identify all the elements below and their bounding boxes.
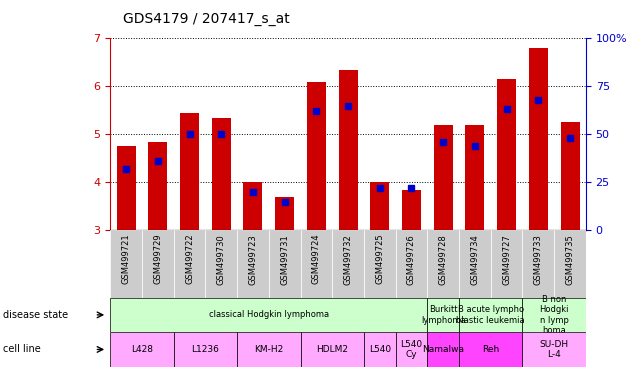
Bar [364,230,396,298]
Text: classical Hodgkin lymphoma: classical Hodgkin lymphoma [209,310,329,319]
Text: L540
Cy: L540 Cy [401,340,423,359]
Text: L1236: L1236 [192,345,219,354]
Text: cell line: cell line [3,344,41,354]
Bar [427,332,459,367]
Text: Reh: Reh [482,345,500,354]
Bar [427,298,459,332]
Text: GSM499726: GSM499726 [407,234,416,285]
Text: L540: L540 [369,345,391,354]
Bar [459,298,522,332]
Bar [212,118,231,230]
Bar [243,182,263,230]
Text: L428: L428 [131,345,153,354]
Text: GSM499732: GSM499732 [343,234,353,285]
Text: KM-H2: KM-H2 [254,345,284,354]
Text: GSM499734: GSM499734 [471,234,479,285]
Bar [110,298,427,332]
Bar [497,79,516,230]
Bar [174,230,205,298]
Bar [427,230,459,298]
Text: GSM499723: GSM499723 [248,234,258,285]
Bar [148,142,168,230]
Bar [370,182,389,230]
Bar [522,230,554,298]
Bar [110,230,142,298]
Text: GSM499731: GSM499731 [280,234,289,285]
Bar [117,146,135,230]
Bar [459,230,491,298]
Bar [529,48,548,230]
Text: GSM499729: GSM499729 [153,234,163,285]
Text: B acute lympho
blastic leukemia: B acute lympho blastic leukemia [457,305,525,324]
Bar [142,230,174,298]
Bar [466,125,484,230]
Text: HDLM2: HDLM2 [316,345,348,354]
Bar [459,332,522,367]
Bar [301,332,364,367]
Text: GSM499727: GSM499727 [502,234,511,285]
Bar [269,230,301,298]
Bar [237,332,301,367]
Text: Namalwa: Namalwa [422,345,464,354]
Text: Burkitt
lymphoma: Burkitt lymphoma [421,305,466,324]
Bar [554,230,586,298]
Bar [180,113,199,230]
Text: GSM499724: GSM499724 [312,234,321,285]
Bar [338,70,358,230]
Bar [205,230,237,298]
Text: SU-DH
L-4: SU-DH L-4 [540,340,569,359]
Bar [174,332,237,367]
Bar [110,332,174,367]
Text: GSM499725: GSM499725 [375,234,384,285]
Bar [396,230,427,298]
Text: GSM499728: GSM499728 [438,234,448,285]
Bar [364,332,396,367]
Bar [237,230,269,298]
Text: disease state: disease state [3,310,68,320]
Text: GSM499722: GSM499722 [185,234,194,285]
Bar [522,332,586,367]
Text: GSM499735: GSM499735 [566,234,575,285]
Bar [332,230,364,298]
Bar [275,197,294,230]
Bar [491,230,522,298]
Bar [402,190,421,230]
Bar [561,122,580,230]
Bar [301,230,332,298]
Bar [396,332,427,367]
Text: B non
Hodgki
n lymp
homa: B non Hodgki n lymp homa [539,295,569,335]
Text: GSM499730: GSM499730 [217,234,226,285]
Bar [433,125,453,230]
Bar [307,82,326,230]
Text: GDS4179 / 207417_s_at: GDS4179 / 207417_s_at [123,12,290,25]
Text: GSM499733: GSM499733 [534,234,543,285]
Text: GSM499721: GSM499721 [122,234,130,285]
Bar [522,298,586,332]
